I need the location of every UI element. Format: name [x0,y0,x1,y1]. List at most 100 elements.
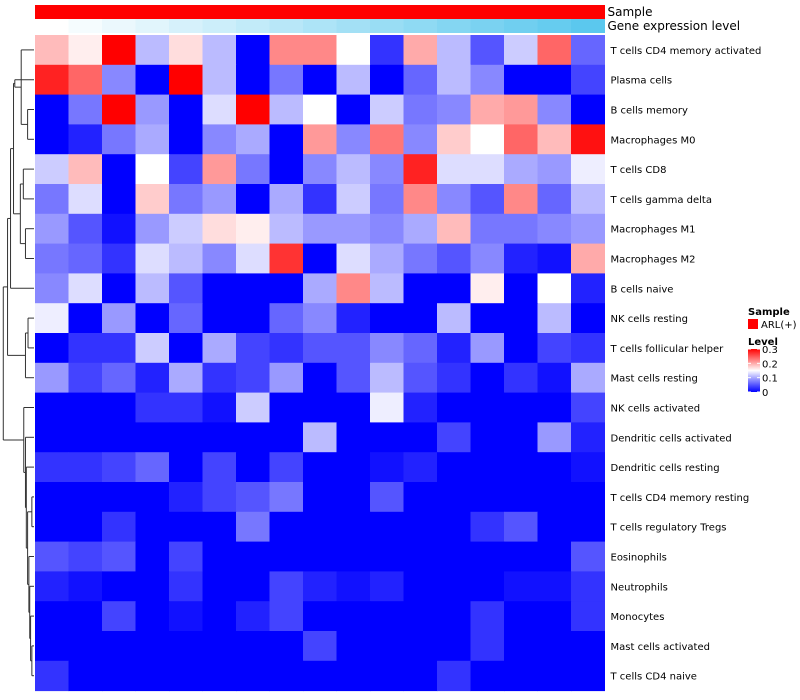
heatmap-cell [504,571,538,602]
heatmap-cell [102,392,136,423]
heatmap-cell [169,213,203,245]
heatmap-cell [35,35,69,66]
heatmap-cell [504,452,538,483]
heatmap-cell [537,362,572,394]
row-labels: T cells CD4 memory activated Plasma cells… [610,46,762,683]
heatmap-cell [470,35,505,66]
row-label: Mast cells activated [611,642,710,653]
heatmap-cell [68,362,103,394]
heatmap-cell [269,213,304,245]
heatmap-cell [437,35,471,66]
heatmap-cell [35,660,69,692]
heatmap-cell [303,422,337,453]
heatmap-cell [403,333,438,364]
heatmap-cell [504,154,538,185]
heatmap-cell [403,362,438,394]
heatmap-cell [571,35,605,66]
heatmap-cell [68,303,103,334]
heatmap-cell [102,422,136,453]
heatmap-cell [68,273,103,304]
heatmap-cell [269,184,304,215]
heatmap-cell [336,511,371,543]
heatmap-cell [504,482,538,513]
heatmap-cell [303,124,337,155]
heatmap-cell [35,94,69,125]
heatmap-cell [68,541,103,572]
heatmap-cell [504,35,538,66]
heatmap-cell [403,94,438,125]
gene-expression-track-cell [35,19,69,33]
heatmap-cell [470,303,505,334]
heatmap-cell [504,333,538,364]
heatmap-cell [169,571,203,602]
heatmap-cell [537,660,572,692]
gene-expression-track-cell [102,19,136,33]
heatmap-cell [470,452,505,483]
row-label: T cells CD4 memory resting [610,493,750,504]
heatmap-cell [102,601,136,632]
heatmap-cell [35,392,69,423]
heatmap-cell [35,154,69,185]
heatmap-cell [236,571,270,602]
heatmap-cell [35,273,69,304]
heatmap-cell [403,124,438,155]
row-label: B cells naive [611,284,674,295]
heatmap-cell [35,571,69,602]
heatmap-cell [537,124,572,155]
heatmap-cell [303,154,337,185]
heatmap-cell [236,154,270,185]
gene-expression-track-cell [68,19,103,33]
heatmap-cell [470,511,505,543]
heatmap-cell [370,392,404,423]
heatmap-cell [35,482,69,513]
heatmap-cell [202,482,237,513]
heatmap-cell [35,511,69,543]
heatmap-cell [336,541,371,572]
row-label: NK cells resting [611,314,688,325]
heatmap-cell [437,303,471,334]
heatmap-cell [437,154,471,185]
heatmap-cell [437,124,471,155]
heatmap-cell [169,124,203,155]
heatmap-cell [303,273,337,304]
heatmap-cell [303,35,337,66]
heatmap-cell [336,243,371,274]
heatmap-cell [68,213,103,245]
heatmap-cell [571,482,605,513]
heatmap-cell [202,362,237,394]
heatmap-cell [135,631,170,662]
heatmap-cell [504,422,538,453]
heatmap-cell [303,511,337,543]
heatmap-cell [236,273,270,304]
heatmap-cell [202,35,237,66]
heatmap-cell [504,273,538,304]
heatmap-cell [370,303,404,334]
heatmap-cell [35,243,69,274]
heatmap-cell [68,601,103,632]
legend-level-title: Level [748,337,778,348]
heatmap-cell [403,452,438,483]
row-label: Eosinophils [611,553,667,564]
heatmap-cell [202,64,237,96]
gene-expression-track-cell [504,19,538,33]
heatmap-cell [336,660,371,692]
heatmap-cell [236,631,270,662]
heatmap-cell [504,601,538,632]
heatmap-cell [370,184,404,215]
heatmap-cell [537,35,572,66]
heatmap-cell [336,362,371,394]
heatmap-cell [102,124,136,155]
heatmap-cell [537,213,572,245]
heatmap-cell [571,94,605,125]
heatmap-cell [102,452,136,483]
heatmap-cell [470,571,505,602]
heatmap-cell [135,482,170,513]
heatmap-cell [571,273,605,304]
heatmap-cell [437,392,471,423]
heatmap-cell [102,511,136,543]
heatmap-cell [269,362,304,394]
heatmap-cell [470,660,505,692]
heatmap-cell [169,511,203,543]
heatmap-cell [403,541,438,572]
heatmap-cell [68,94,103,125]
